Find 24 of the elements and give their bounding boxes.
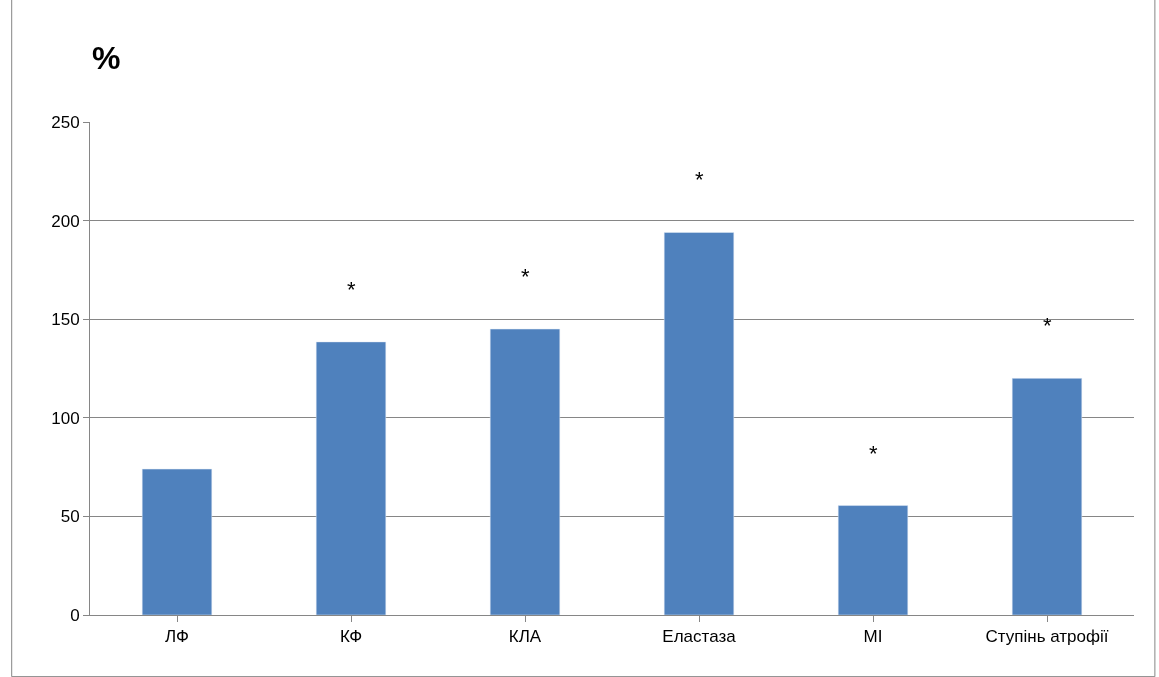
x-tick-label: МІ <box>863 627 883 647</box>
bar <box>837 505 909 615</box>
y-tick-label: 250 <box>51 112 80 132</box>
x-tick-label: КЛА <box>508 627 542 647</box>
x-tick-label: КФ <box>339 627 363 647</box>
y-tick-label: 200 <box>51 211 80 231</box>
bar <box>315 341 387 615</box>
bar <box>141 468 213 615</box>
y-axis-title: % <box>92 40 121 76</box>
x-tick-label: Ступінь атрофії <box>985 627 1109 647</box>
annotation: * <box>1043 313 1052 338</box>
annotation: * <box>521 264 530 289</box>
annotation: * <box>347 277 356 302</box>
annotation: * <box>695 167 704 192</box>
bar <box>489 328 561 615</box>
bar <box>1011 378 1083 615</box>
y-tick-label: 0 <box>70 605 80 625</box>
y-tick-label: 150 <box>51 310 80 330</box>
annotation: * <box>869 441 878 466</box>
y-tick-label: 50 <box>60 507 80 527</box>
y-tick-label: 100 <box>51 408 80 428</box>
x-tick-label: ЛФ <box>165 627 189 647</box>
bar <box>663 232 735 615</box>
x-tick-label: Еластаза <box>662 627 737 647</box>
